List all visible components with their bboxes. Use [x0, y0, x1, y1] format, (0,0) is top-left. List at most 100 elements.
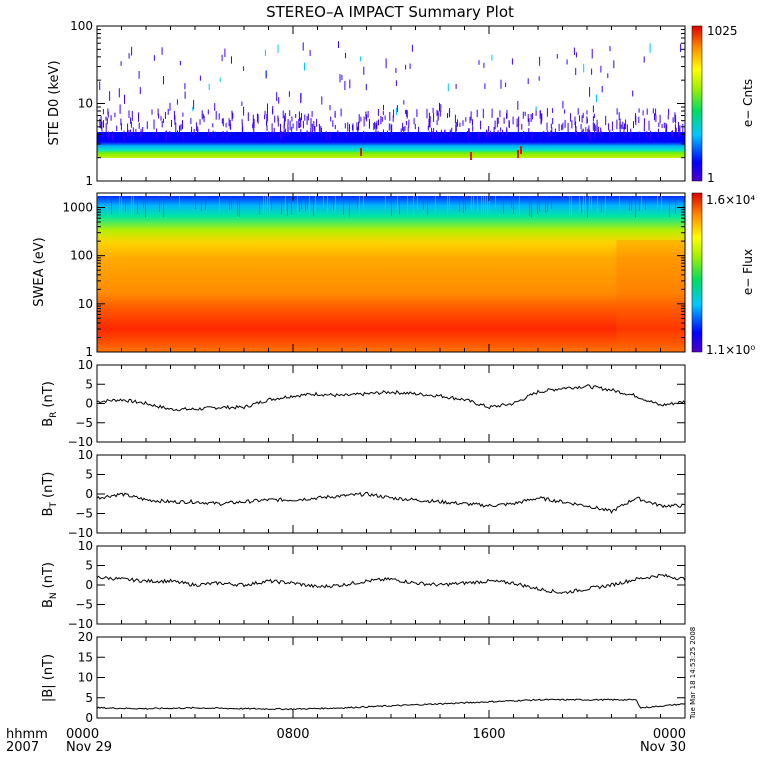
swea-streak — [417, 196, 418, 210]
ste-count-mark — [581, 115, 583, 123]
ste-count-mark — [359, 56, 361, 62]
swea-streak — [335, 196, 336, 212]
ste-count-mark — [546, 122, 548, 131]
bn-ytick-label: 0 — [85, 578, 93, 592]
swea-streak — [237, 196, 238, 216]
ste-count-mark — [311, 123, 313, 133]
ste-count-mark — [127, 123, 129, 134]
ste-count-mark — [289, 120, 291, 131]
ste-count-mark — [552, 108, 554, 113]
ste-count-mark — [444, 129, 446, 136]
ste-count-mark — [231, 56, 232, 64]
ste-count-mark — [600, 127, 602, 135]
swea-streak — [407, 196, 408, 217]
br-frame — [96, 364, 686, 443]
swea-ytick-label: 1000 — [62, 200, 93, 214]
ste-count-mark — [272, 105, 274, 115]
ste-count-mark — [591, 48, 593, 59]
ste-count-mark — [252, 122, 254, 130]
ste-count-mark — [675, 115, 677, 124]
ste-count-mark — [385, 58, 387, 69]
ste-count-mark — [472, 125, 474, 132]
ste-count-mark — [439, 102, 440, 112]
ste-count-mark — [130, 117, 132, 124]
ste-count-mark — [318, 124, 320, 132]
ste-count-mark — [390, 123, 392, 129]
ste-count-mark — [302, 120, 304, 129]
ste-count-mark — [128, 129, 130, 136]
bmag-ytick-label: 15 — [78, 650, 93, 664]
ste-count-mark — [284, 112, 286, 122]
ste-count-mark — [405, 64, 407, 70]
ste-count-mark — [562, 100, 564, 109]
ste-count-mark — [652, 108, 654, 114]
bt-frame — [96, 454, 686, 534]
ste-count-mark — [196, 122, 198, 132]
ste-count-mark — [506, 113, 507, 119]
ste-count-mark — [367, 111, 369, 118]
ste-count-mark — [231, 112, 233, 121]
ste-count-mark — [573, 47, 575, 56]
ste-count-mark — [111, 131, 113, 141]
ste-count-mark — [663, 122, 665, 129]
swea-streak — [427, 196, 428, 216]
ste-count-mark — [655, 108, 657, 116]
ste-count-mark — [478, 60, 480, 65]
ste-count-mark — [114, 112, 116, 118]
ste-count-mark — [130, 121, 132, 128]
ste-count-mark — [358, 121, 359, 131]
ste-count-mark — [197, 126, 199, 134]
ste-count-mark — [592, 116, 594, 122]
ste-panel: 1 10 100 STE D0 (keV) 1025 1 e− Cnts — [47, 19, 755, 188]
swea-streak — [589, 196, 590, 213]
ste-count-mark — [316, 118, 318, 127]
swea-streak — [413, 196, 414, 216]
ste-count-mark — [153, 55, 155, 61]
ste-count-mark — [264, 110, 266, 115]
swea-streak — [529, 196, 530, 217]
ste-count-mark — [670, 131, 672, 137]
ste-count-mark — [429, 119, 431, 128]
swea-colorbar-min: 1.1×10⁰ — [706, 343, 755, 357]
ste-count-mark — [675, 127, 677, 133]
ste-count-mark — [512, 116, 514, 125]
ste-count-mark — [459, 122, 461, 127]
ste-count-mark — [356, 122, 358, 131]
ste-count-mark — [646, 131, 648, 138]
bn-ylabel-sub: N — [49, 592, 59, 599]
ste-count-mark — [596, 127, 598, 133]
ste-count-mark — [608, 123, 610, 131]
ste-count-mark — [580, 123, 582, 130]
swea-streak — [597, 196, 598, 214]
ste-count-mark — [296, 121, 298, 131]
swea-streak — [459, 196, 460, 212]
ste-count-mark — [288, 91, 290, 97]
ste-count-mark — [110, 115, 112, 121]
ste-count-mark — [131, 46, 133, 56]
swea-streak — [581, 196, 582, 213]
ste-count-mark — [672, 131, 674, 137]
ste-count-mark — [108, 131, 109, 139]
swea-streak — [231, 196, 232, 209]
ste-count-mark — [576, 131, 577, 137]
ste-count-mark — [161, 121, 163, 128]
swea-streak — [657, 196, 658, 209]
ste-speckle — [99, 41, 684, 160]
ste-count-mark — [243, 66, 245, 71]
ste-count-mark — [218, 113, 220, 120]
ste-count-mark — [506, 127, 508, 137]
ste-count-mark — [625, 119, 627, 130]
ste-count-mark — [320, 125, 322, 134]
ste-count-mark — [497, 117, 499, 124]
ste-count-mark — [337, 131, 339, 137]
ste-count-mark — [543, 130, 545, 135]
ste-count-mark — [616, 119, 618, 130]
ste-count-mark — [102, 131, 104, 138]
ste-count-mark — [674, 124, 676, 133]
ste-count-mark — [575, 126, 577, 134]
ste-count-mark — [493, 126, 495, 136]
swea-streak — [635, 196, 636, 218]
ste-count-mark — [487, 130, 489, 136]
ste-count-mark — [609, 129, 611, 140]
